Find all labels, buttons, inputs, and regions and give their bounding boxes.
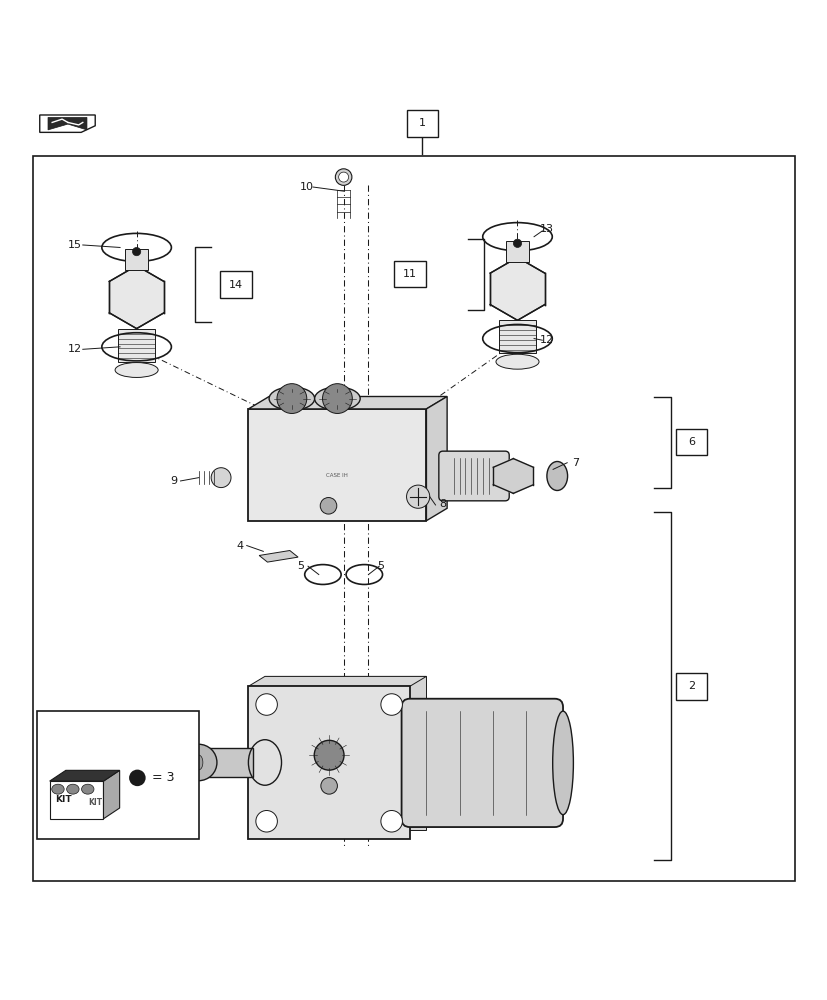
- Text: 14: 14: [228, 280, 243, 290]
- Circle shape: [132, 247, 141, 256]
- Polygon shape: [40, 115, 95, 132]
- Circle shape: [180, 744, 217, 781]
- Text: 5: 5: [297, 561, 304, 571]
- Polygon shape: [265, 676, 426, 830]
- Circle shape: [314, 740, 344, 770]
- Circle shape: [256, 810, 277, 832]
- Polygon shape: [248, 396, 447, 409]
- FancyBboxPatch shape: [401, 699, 562, 827]
- FancyBboxPatch shape: [125, 249, 148, 270]
- Text: 7: 7: [571, 458, 578, 468]
- Text: 8: 8: [439, 499, 446, 509]
- Circle shape: [513, 239, 521, 247]
- Text: KIT: KIT: [88, 798, 102, 807]
- FancyBboxPatch shape: [118, 329, 155, 362]
- Circle shape: [406, 485, 429, 508]
- Polygon shape: [50, 770, 119, 781]
- Text: 12: 12: [538, 335, 553, 345]
- Polygon shape: [426, 396, 447, 521]
- Polygon shape: [490, 257, 544, 320]
- Circle shape: [256, 694, 277, 715]
- Ellipse shape: [115, 363, 158, 377]
- FancyBboxPatch shape: [505, 241, 528, 262]
- Ellipse shape: [51, 784, 65, 794]
- Ellipse shape: [314, 387, 360, 410]
- Polygon shape: [259, 551, 298, 562]
- Ellipse shape: [495, 354, 538, 369]
- Polygon shape: [103, 770, 119, 819]
- Text: 10: 10: [299, 182, 313, 192]
- Circle shape: [321, 778, 337, 794]
- FancyBboxPatch shape: [248, 686, 409, 839]
- Text: 9: 9: [170, 476, 177, 486]
- Ellipse shape: [552, 711, 572, 815]
- FancyBboxPatch shape: [248, 409, 426, 521]
- Text: CASE IH: CASE IH: [326, 473, 348, 478]
- Circle shape: [380, 694, 402, 715]
- Circle shape: [211, 468, 231, 488]
- FancyBboxPatch shape: [220, 271, 251, 298]
- Text: KIT: KIT: [55, 795, 71, 804]
- Ellipse shape: [81, 784, 93, 794]
- Ellipse shape: [194, 755, 203, 770]
- Text: 6: 6: [687, 437, 694, 447]
- FancyBboxPatch shape: [499, 320, 535, 353]
- Circle shape: [380, 810, 402, 832]
- Text: = 3: = 3: [152, 771, 174, 784]
- FancyBboxPatch shape: [675, 673, 706, 700]
- Text: 1: 1: [418, 118, 425, 128]
- Circle shape: [338, 172, 348, 182]
- Ellipse shape: [546, 461, 567, 490]
- FancyBboxPatch shape: [406, 110, 437, 137]
- Ellipse shape: [269, 387, 314, 410]
- Text: 11: 11: [403, 269, 416, 279]
- Polygon shape: [109, 266, 164, 329]
- Circle shape: [323, 384, 352, 413]
- FancyBboxPatch shape: [438, 451, 509, 501]
- FancyBboxPatch shape: [394, 261, 425, 287]
- Circle shape: [276, 384, 306, 413]
- Text: 13: 13: [539, 224, 552, 234]
- Polygon shape: [248, 676, 426, 686]
- Text: 2: 2: [687, 681, 694, 691]
- Text: 4: 4: [237, 541, 243, 551]
- FancyBboxPatch shape: [37, 711, 198, 839]
- Polygon shape: [48, 117, 87, 130]
- Polygon shape: [50, 781, 103, 819]
- Circle shape: [129, 770, 146, 786]
- Text: 5: 5: [377, 561, 384, 571]
- Text: 12: 12: [67, 344, 82, 354]
- FancyBboxPatch shape: [675, 429, 706, 455]
- Circle shape: [335, 169, 351, 185]
- Text: 15: 15: [68, 240, 81, 250]
- Circle shape: [320, 498, 337, 514]
- FancyBboxPatch shape: [198, 748, 252, 777]
- Ellipse shape: [66, 784, 79, 794]
- Polygon shape: [493, 459, 533, 493]
